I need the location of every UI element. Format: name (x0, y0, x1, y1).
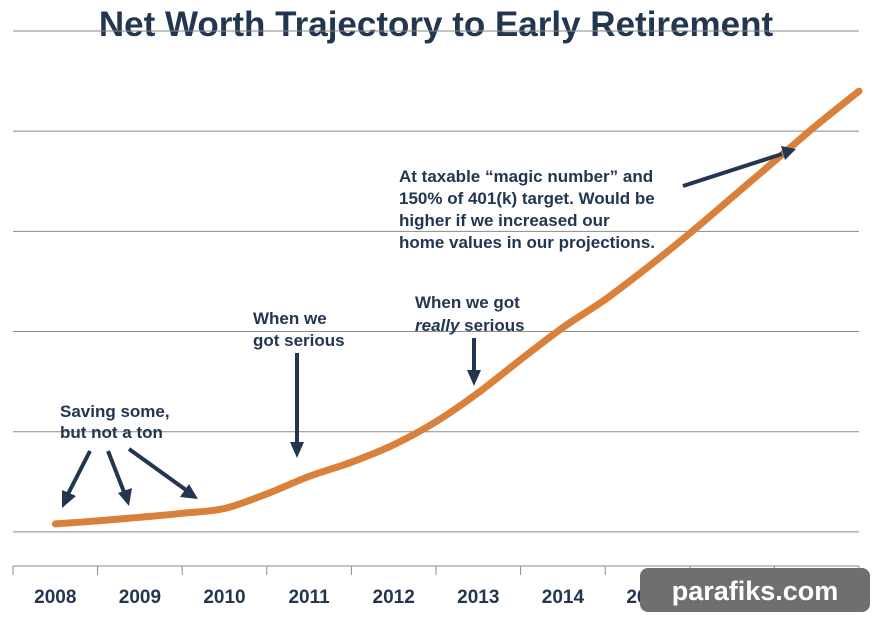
net-worth-line (51, 87, 863, 528)
annotation-saving-some-line-2: but not a ton (60, 423, 163, 442)
x-tick-label-2011: 2011 (288, 587, 330, 608)
annotation-got-serious-line-2: got serious (253, 331, 345, 350)
gridlines (13, 30, 859, 567)
annotation-arrow-1 (62, 450, 92, 508)
x-tick-label-2010: 2010 (203, 587, 245, 608)
annotation-magic-number-line-2: 150% of 401(k) target. Would be (399, 189, 655, 208)
annotation-magic-number-line-1: At taxable “magic number” and (399, 167, 653, 186)
annotation-arrow-6 (682, 146, 796, 188)
annotation-saving-some: Saving some, but not a ton (60, 402, 198, 508)
annotation-really-serious: When we got really serious (415, 293, 525, 386)
x-tick-label-2012: 2012 (373, 587, 415, 608)
annotation-got-serious-line-1: When we (253, 309, 327, 328)
chart-title: Net Worth Trajectory to Early Retirement (99, 5, 774, 44)
annotation-arrow-2 (106, 450, 132, 506)
annotation-magic-number-line-4: home values in our projections. (399, 233, 655, 252)
x-tick-label-2009: 2009 (119, 587, 161, 608)
annotation-saving-some-line-1: Saving some, (60, 402, 170, 421)
annotation-magic-number-line-3: higher if we increased our (399, 211, 610, 230)
series-layer (51, 87, 863, 528)
watermark-background (640, 568, 870, 612)
x-tick-label-2008: 2008 (34, 587, 76, 608)
annotation-arrow-4 (290, 353, 304, 458)
annotation-got-serious: When we got serious (253, 309, 345, 458)
x-tick-label-2014: 2014 (542, 587, 585, 608)
annotation-really-serious-line-2: really serious (415, 316, 525, 335)
annotation-arrow-5 (467, 338, 481, 386)
annotation-arrow-3 (127, 447, 198, 499)
annotation-magic-number: At taxable “magic number” and 150% of 40… (399, 146, 796, 252)
annotation-really-serious-line-1: When we got (415, 293, 520, 312)
watermark: parafiks.com (640, 568, 870, 612)
x-tick-label-2013: 2013 (457, 587, 499, 608)
watermark-text: parafiks.com (672, 576, 839, 606)
